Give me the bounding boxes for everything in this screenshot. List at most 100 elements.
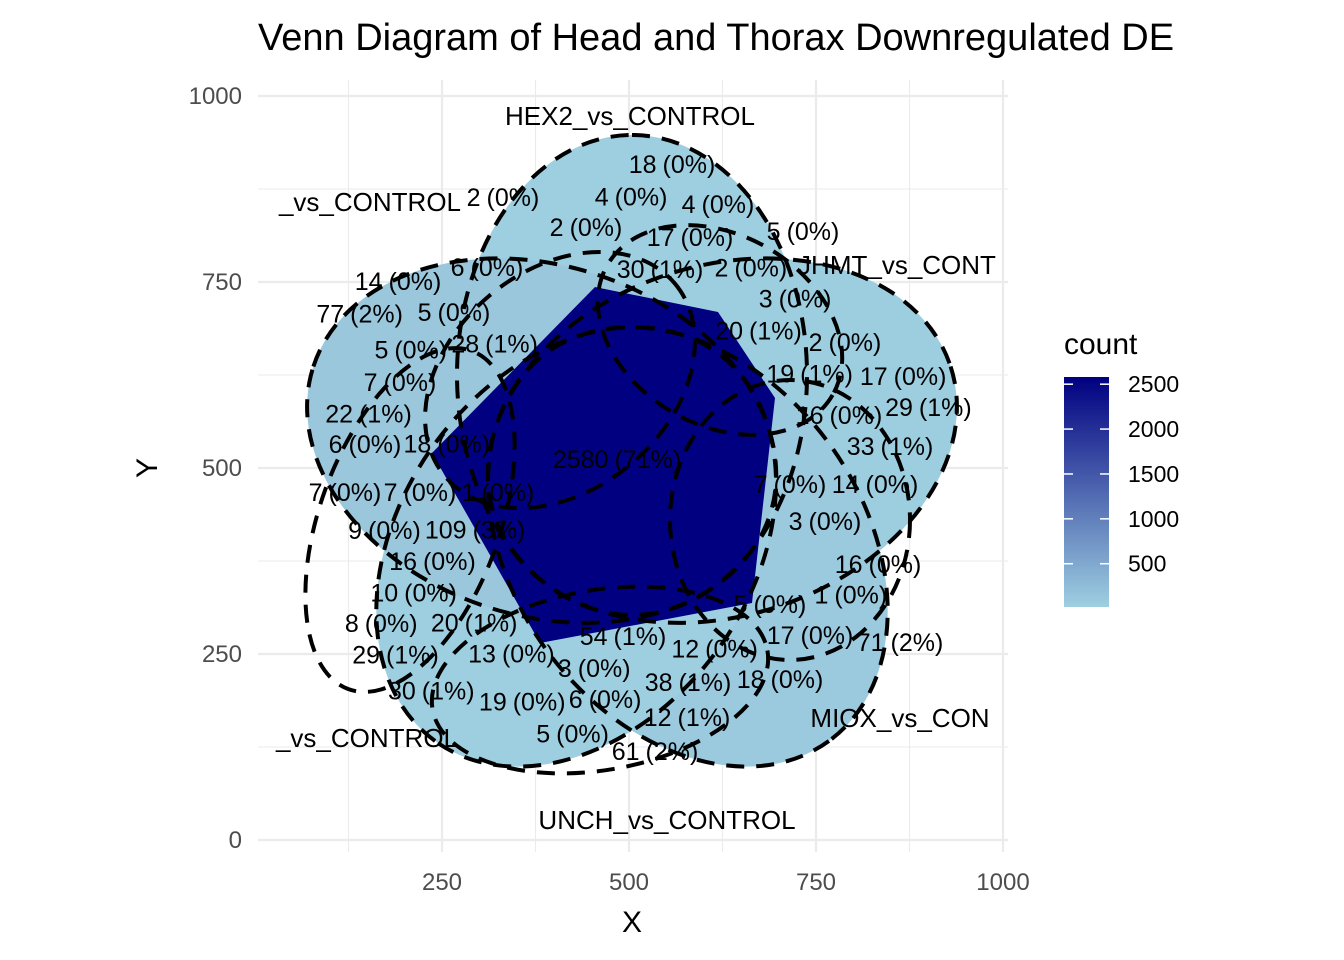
region-count: 33 (847, 433, 875, 461)
region-count: 8 (345, 610, 359, 638)
region-label: 18 (0%) (737, 666, 824, 694)
region-label: 20 (1%) (715, 318, 802, 346)
region-percent: (0%) (389, 268, 442, 296)
region-label: 14 (0%) (355, 268, 442, 296)
region-label: 6 (0%) (451, 254, 524, 282)
region-percent: (1%) (749, 318, 802, 346)
region-percent: (1%) (881, 433, 934, 461)
region-label: 71 (2%) (857, 629, 944, 657)
region-percent: (0%) (829, 329, 882, 357)
x-axis-label: X (622, 906, 642, 939)
region-count: 16 (389, 548, 417, 576)
region-count: 18 (629, 151, 657, 179)
set-label: UNCH_vs_CONTROL (538, 805, 795, 835)
region-label: 7 (0%) (309, 479, 382, 507)
region-count: 7 (364, 369, 378, 397)
set-inner-outline (303, 346, 517, 694)
region-percent: (0%) (384, 369, 437, 397)
region-count: 38 (645, 669, 673, 697)
region-label: 4 (0%) (682, 191, 755, 219)
region-percent: (1%) (422, 678, 475, 706)
region-count: 2580 (553, 446, 609, 474)
region-percent: (0%) (754, 591, 807, 619)
region-percent: (0%) (834, 581, 887, 609)
region-count: 13 (468, 641, 496, 669)
region-count: 19 (766, 360, 794, 388)
region-percent: (0%) (423, 548, 476, 576)
region-label: 13 (0%) (468, 641, 555, 669)
legend-tick-label: 1500 (1128, 461, 1179, 487)
region-count: 5 (418, 299, 432, 327)
y-tick-label: 750 (202, 269, 242, 296)
region-count: 17 (647, 224, 675, 252)
region-count: 5 (767, 218, 781, 246)
region-label: 18 (0%) (403, 431, 490, 459)
region-count: 18 (737, 666, 765, 694)
region-count: 2 (550, 214, 564, 242)
region-label: 14 (0%) (832, 471, 919, 499)
region-percent: (1%) (919, 394, 972, 422)
region-count: 1 (462, 479, 476, 507)
region-percent: (0%) (404, 479, 457, 507)
region-count: 3 (558, 655, 572, 683)
set-outline (455, 133, 809, 617)
region-count: 6 (451, 254, 465, 282)
region-percent: (71%) (614, 446, 681, 474)
region-count: 14 (832, 471, 860, 499)
region-percent: (0%) (774, 471, 827, 499)
region-count: 1 (815, 581, 829, 609)
region-label: 12 (0%) (671, 635, 758, 663)
region-count: 9 (348, 517, 362, 545)
region-label: 29 (1%) (352, 642, 439, 670)
region-count: 12 (671, 635, 699, 663)
region-percent: (1%) (651, 256, 704, 284)
region-label: 1 (0%) (815, 581, 888, 609)
region-count: 17 (767, 622, 795, 650)
set-outline (485, 325, 890, 769)
legend-tick-label: 1000 (1128, 506, 1179, 532)
region-count: 77 (316, 300, 344, 328)
axes: 250 500 750 1000 0 250 500 750 1000 (189, 83, 1030, 896)
region-percent: (1%) (386, 642, 439, 670)
set-label: MIOX_vs_CON (810, 703, 989, 733)
set-outline (374, 325, 779, 769)
region-label: 17 (0%) (647, 224, 734, 252)
region-percent: (0%) (681, 224, 734, 252)
region-percent: (3%) (473, 516, 526, 544)
region-label: 29 (1%) (885, 394, 972, 422)
region-count: 30 (617, 256, 645, 284)
region-count: 17 (860, 363, 888, 391)
region-label: 4 (0%) (595, 184, 668, 212)
region-label: 5 (0%) (418, 299, 491, 327)
region-percent: (1%) (678, 704, 731, 732)
region-label: 30 (1%) (388, 678, 475, 706)
region-count: 16 (796, 402, 824, 430)
region-percent: (0%) (349, 431, 402, 459)
legend-title: count (1064, 328, 1138, 361)
region-count: 16 (835, 551, 863, 579)
region-label: 2 (0%) (715, 254, 788, 282)
legend-tick-label: 2000 (1128, 416, 1179, 442)
region-count: 14 (355, 268, 383, 296)
region-label: 17 (0%) (860, 363, 947, 391)
region-count: 7 (754, 471, 768, 499)
region-count: 22 (325, 401, 353, 429)
region-count: 7 (384, 479, 398, 507)
region-percent: (0%) (556, 720, 609, 748)
venn-sets (303, 133, 959, 776)
region-label: 30 (1%) (617, 256, 704, 284)
region-count: 6 (329, 431, 343, 459)
set-label: _vs_CONTROL (278, 187, 461, 217)
region-label: 3 (0%) (558, 655, 631, 683)
region-percent: (0%) (705, 635, 758, 663)
x-tick-label: 750 (796, 869, 836, 896)
region-label: 77 (2%) (316, 300, 403, 328)
region-label: 5 (0%) (734, 591, 807, 619)
region-percent: (0%) (663, 151, 716, 179)
x-tick-label: 1000 (976, 869, 1029, 896)
region-label: 3 (0%) (789, 508, 862, 536)
region-label: 38 (1%) (645, 669, 732, 697)
region-percent: (0%) (866, 471, 919, 499)
region-count: 4 (682, 191, 696, 219)
